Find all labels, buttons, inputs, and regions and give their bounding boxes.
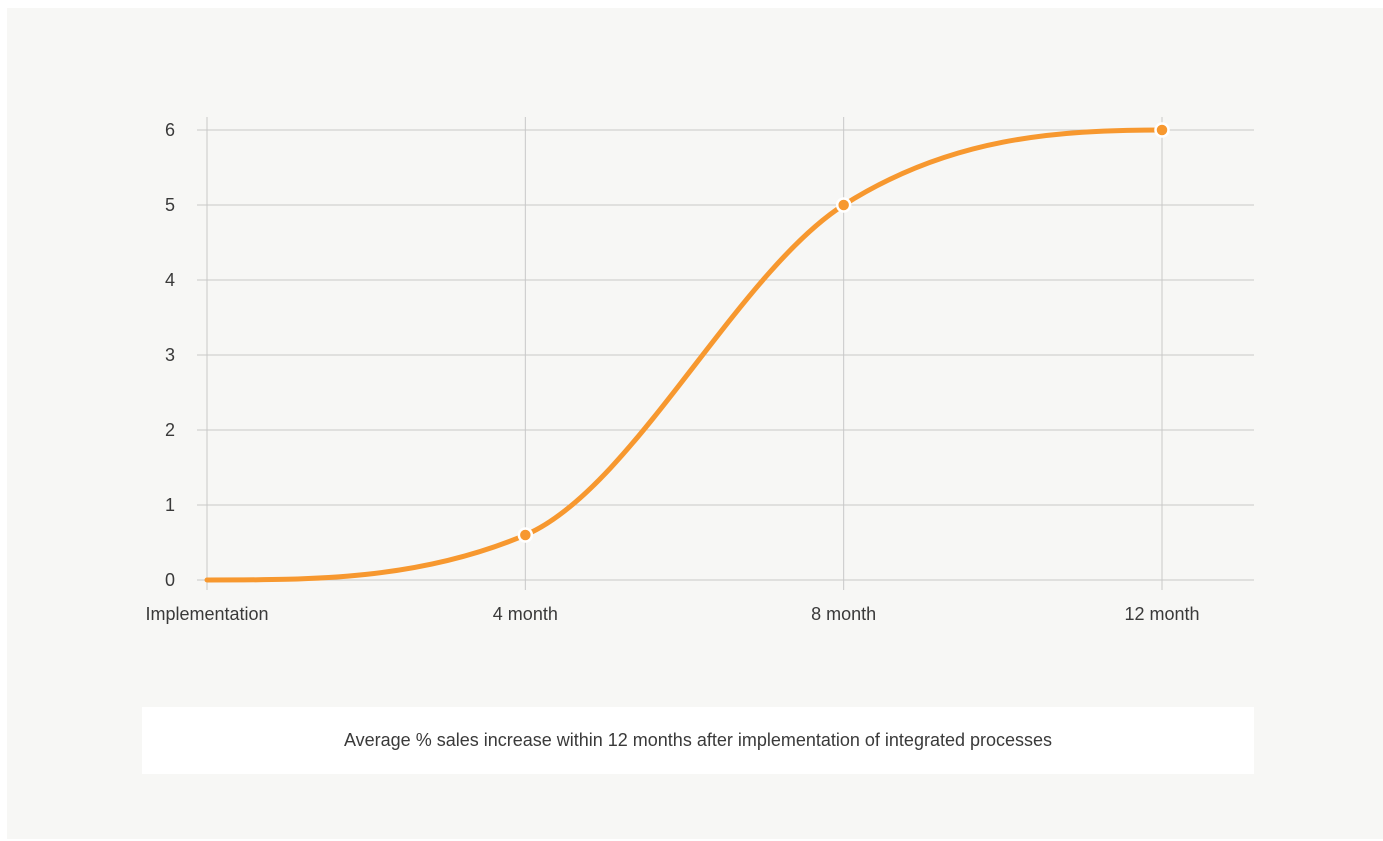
- y-tick-label: 6: [165, 120, 175, 140]
- chart-panel: [7, 8, 1383, 839]
- x-tick-label: 8 month: [811, 604, 876, 624]
- y-tick-label: 3: [165, 345, 175, 365]
- y-tick-label: 1: [165, 495, 175, 515]
- chart-caption: Average % sales increase within 12 month…: [343, 730, 1053, 750]
- data-point-marker: [835, 197, 852, 213]
- grid-lines: [197, 117, 1254, 590]
- y-tick-label: 5: [165, 195, 175, 215]
- series-line-layer: [204, 127, 1165, 583]
- chart-caption-box: Average % sales increase within 12 month…: [142, 707, 1254, 774]
- x-tick-label: 4 month: [493, 604, 558, 624]
- data-point-marker: [517, 527, 534, 543]
- x-axis-tick-labels: Implementation 4 month 8 month 12 month: [145, 604, 1199, 624]
- y-tick-label: 0: [165, 570, 175, 590]
- x-tick-label: Implementation: [145, 604, 268, 624]
- data-markers: [517, 122, 1170, 543]
- y-axis-tick-labels: 0 1 2 3 4 5 6: [165, 120, 175, 590]
- y-tick-label: 2: [165, 420, 175, 440]
- y-tick-label: 4: [165, 270, 175, 290]
- data-point-marker: [1154, 122, 1170, 138]
- series-line: [204, 127, 1165, 583]
- x-tick-label: 12 month: [1124, 604, 1199, 624]
